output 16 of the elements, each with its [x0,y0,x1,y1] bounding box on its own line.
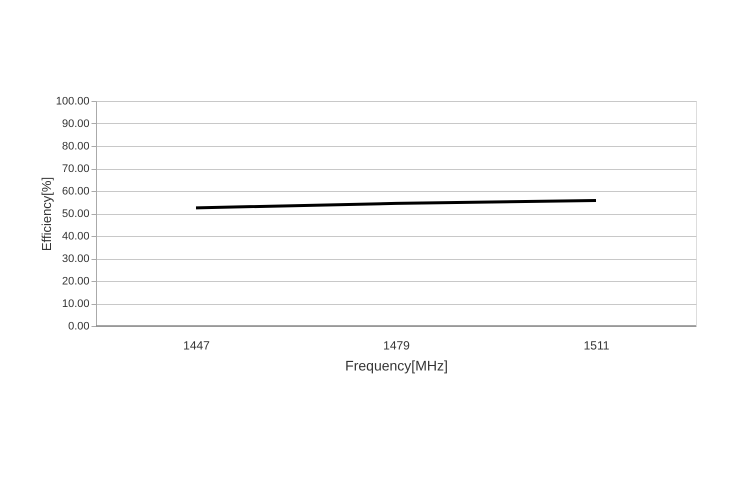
x-tick-label: 1479 [383,338,410,352]
y-tick-label: 100.00 [56,96,90,108]
y-tick-label: 20.00 [62,276,90,288]
y-tick-label: 50.00 [62,208,90,220]
y-tick-label: 40.00 [62,230,90,242]
y-axis-title: Efficiency[%] [38,176,54,252]
y-tick-label: 90.00 [62,118,90,130]
x-axis-title: Frequency[MHz] [345,358,448,374]
x-tick-label: 1511 [584,338,610,352]
x-tick-label: 1447 [183,338,210,352]
y-tick-label: 10.00 [62,298,90,310]
y-tick-label: 60.00 [62,186,90,198]
y-tick-label: 80.00 [62,140,90,152]
y-tick-label: 0.00 [68,320,90,332]
y-tick-label: 70.00 [62,163,90,175]
y-tick-label: 30.00 [62,253,90,265]
